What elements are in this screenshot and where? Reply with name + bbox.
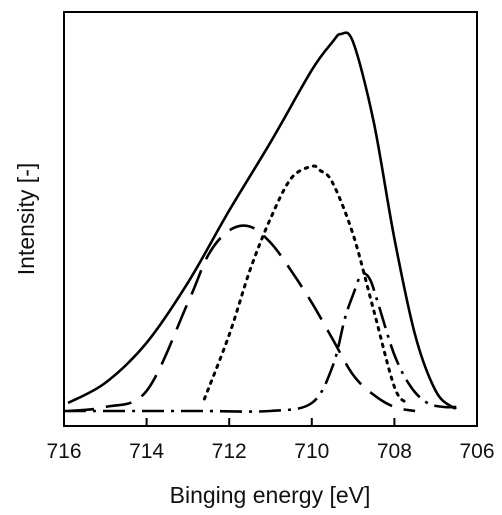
x-axis-ticks: 716 714 712 710 708 706 (46, 418, 495, 463)
x-tick-label: 714 (129, 440, 164, 463)
x-axis-title: Binging energy [eV] (170, 482, 371, 508)
series-long-dash-line (67, 224, 416, 413)
series-dash-dot-line (63, 272, 457, 413)
x-tick-label: 706 (459, 440, 494, 463)
x-tick-label: 708 (377, 440, 412, 463)
y-axis-title: Intensity [-] (13, 163, 39, 275)
series-dotted-line (202, 164, 409, 405)
x-tick-label: 716 (46, 440, 81, 463)
series-layer (63, 31, 458, 413)
x-tick-label: 712 (212, 440, 247, 463)
plot-frame (63, 11, 478, 427)
series-solid-line (67, 31, 458, 410)
x-tick-label: 710 (294, 440, 329, 463)
